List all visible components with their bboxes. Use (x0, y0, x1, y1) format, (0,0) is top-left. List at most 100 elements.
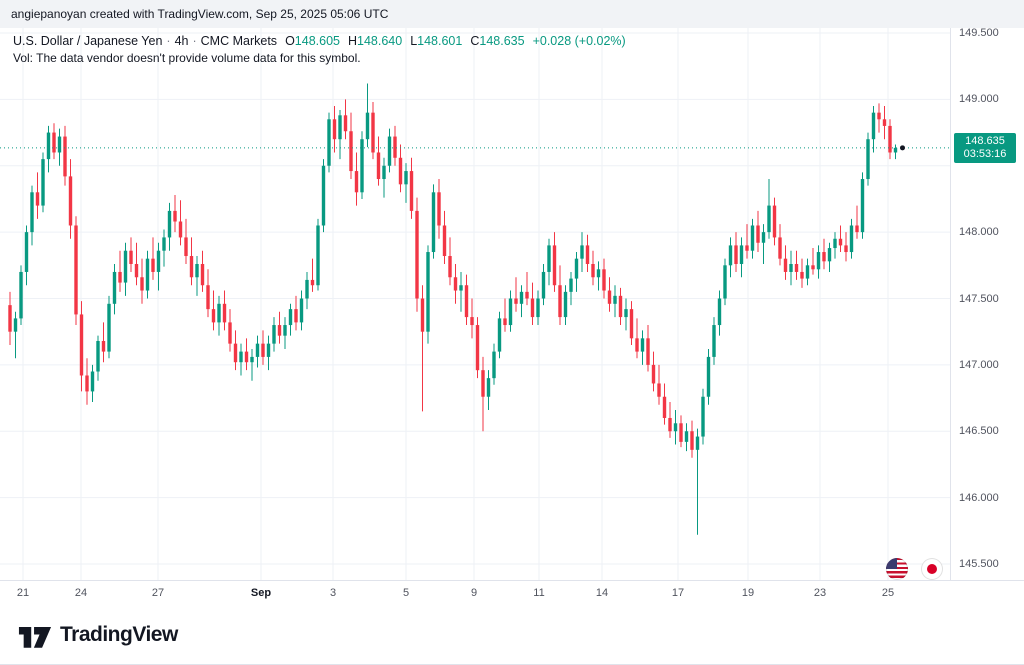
candle-body (266, 343, 271, 357)
candle-body (734, 245, 738, 264)
price-axis[interactable]: 148.635 03:53:16 149.500 149.000 148.000 14… (950, 27, 1024, 580)
interval-label[interactable]: 4h (174, 34, 189, 48)
legend-line-2: Vol: The data vendor doesn't provide vol… (13, 50, 626, 67)
time-axis-label: 9 (470, 587, 478, 599)
candle-body (162, 237, 166, 251)
candle-body (398, 157, 403, 185)
candle-body (338, 115, 342, 140)
candle-body (618, 295, 623, 318)
candle-body (701, 396, 705, 437)
candle-body (200, 263, 205, 286)
candle-body (376, 152, 381, 180)
candle-body (651, 364, 656, 384)
legend-line-1: U.S. Dollar / Japanese Yen · 4h · CMC Market… (13, 33, 626, 50)
us-flag-icon (886, 558, 908, 580)
candle-body (360, 139, 364, 193)
candle-body (882, 119, 887, 126)
time-axis-label: 5 (402, 587, 410, 599)
candle-body (717, 298, 722, 326)
price-axis-label: 146.500 (959, 425, 999, 438)
candle-body (79, 314, 84, 376)
candle-body (101, 340, 106, 352)
candle-body (112, 271, 117, 304)
candle-body (855, 225, 859, 233)
us-flag-canton (886, 558, 897, 569)
candle-body (173, 210, 177, 222)
candle-body (294, 309, 298, 323)
candle-body (90, 371, 95, 392)
candle-body (723, 265, 727, 299)
candle-body (46, 132, 51, 160)
candle-body (536, 298, 540, 318)
time-axis[interactable]: 21 24 27 Sep 3 5 9 11 14 17 19 23 25 (0, 580, 1024, 607)
attribution-bar: angiepanoyan created with TradingView.co… (0, 0, 1024, 28)
candle-body (228, 322, 232, 344)
candle-body (662, 396, 667, 418)
candle-body (877, 112, 881, 120)
symbol-title[interactable]: U.S. Dollar / Japanese Yen (13, 34, 163, 48)
candle-body (349, 131, 353, 172)
candle-body (497, 318, 502, 352)
candle-body (222, 303, 227, 323)
candle-body (552, 245, 557, 286)
candle-body (195, 263, 199, 278)
price-axis-label: 145.500 (959, 558, 999, 570)
time-axis-label: 21 (16, 587, 30, 599)
candle-body (712, 325, 716, 357)
candle-body (8, 305, 12, 332)
chart-plot-area[interactable] (0, 28, 950, 580)
candle-body (503, 318, 507, 326)
candle-body (789, 263, 793, 272)
candle-body (679, 423, 683, 442)
high-label: H (347, 34, 358, 48)
candle-body (343, 115, 348, 132)
candle-body (420, 298, 425, 332)
candle-body (849, 225, 854, 253)
time-axis-label: 3 (329, 587, 337, 599)
candle-body (838, 238, 843, 246)
candle-body (261, 343, 265, 357)
candle-body (475, 325, 480, 371)
candle-body (761, 232, 766, 243)
tradingview-logo[interactable]: TradingView (18, 622, 178, 649)
candle-body (547, 245, 551, 272)
candle-body (272, 325, 276, 344)
candle-body (134, 263, 139, 278)
separator-dot: · (166, 34, 171, 48)
time-axis-label: 17 (671, 587, 685, 599)
candle-body (453, 277, 458, 291)
candle-body (706, 356, 711, 397)
candle-body (354, 171, 359, 193)
candle-body (563, 291, 568, 318)
candle-body (459, 285, 463, 291)
candle-body (382, 165, 386, 180)
candle-body (118, 271, 122, 283)
candle-body (486, 378, 491, 397)
candle-body (156, 250, 161, 272)
candle-body (365, 112, 370, 140)
separator-dot: · (192, 34, 197, 48)
candle-body (310, 279, 315, 286)
candle-body (41, 159, 45, 206)
candle-body (239, 351, 243, 363)
time-axis-label: 25 (881, 587, 895, 599)
candle-body (783, 258, 788, 272)
candle-body (96, 340, 100, 372)
candle-body (316, 225, 320, 286)
time-axis-label: 11 (533, 587, 545, 599)
candle-body (624, 309, 628, 318)
candle-body (673, 423, 678, 432)
candle-body (580, 245, 584, 259)
candle-body (299, 298, 304, 323)
candle-body (35, 192, 40, 206)
candle-body (470, 317, 474, 326)
footer: TradingView (0, 606, 1024, 664)
candle-body (178, 221, 183, 238)
price-badge-countdown: 03:53:16 (963, 148, 1007, 160)
candle-body (822, 252, 826, 262)
candle-body (558, 285, 562, 318)
candle-body (866, 139, 870, 180)
change-value: +0.028 (+0.02%) (532, 34, 626, 48)
japan-flag-icon (921, 558, 943, 580)
time-axis-label: 19 (741, 587, 755, 599)
